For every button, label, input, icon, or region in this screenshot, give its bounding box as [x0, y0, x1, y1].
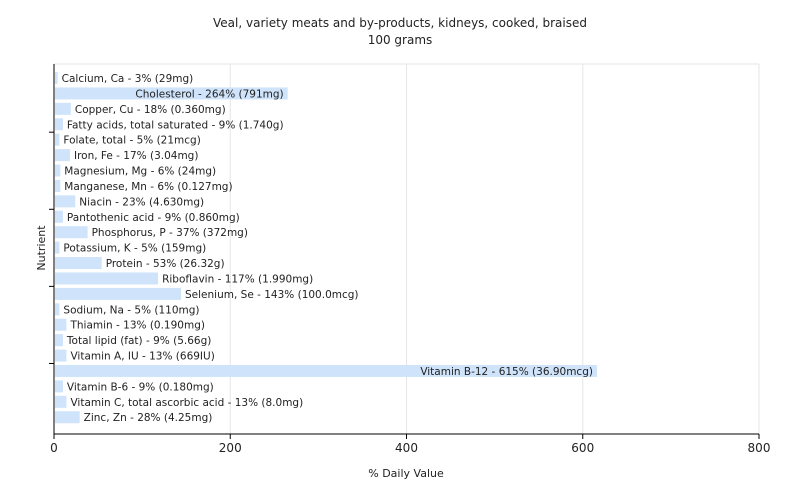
bar-label: Magnesium, Mg - 6% (24mg)	[64, 166, 216, 178]
bar	[55, 226, 88, 239]
axes-group: 0 200 400 600 800	[49, 64, 770, 455]
bar	[55, 195, 76, 208]
bar-label: Vitamin B-12 - 615% (36.90mcg)	[420, 366, 593, 378]
bar	[55, 272, 159, 285]
bar	[55, 179, 61, 192]
bar	[55, 395, 67, 408]
bar-label: Potassium, K - 5% (159mg)	[63, 243, 206, 255]
bar	[55, 118, 63, 131]
bar	[55, 287, 182, 300]
bar	[55, 87, 288, 100]
bar	[55, 349, 67, 362]
bar	[55, 149, 70, 162]
bar-label: Cholesterol - 264% (791mg)	[135, 88, 283, 100]
bar-label: Calcium, Ca - 3% (29mg)	[62, 73, 194, 85]
x-tick-label: 0	[50, 441, 58, 455]
bar-label: Vitamin A, IU - 13% (669IU)	[70, 351, 214, 363]
bar-label: Copper, Cu - 18% (0.360mg)	[75, 104, 226, 116]
x-axis-label: % Daily Value	[368, 467, 444, 480]
bar-label: Total lipid (fat) - 9% (5.66g)	[66, 335, 211, 347]
bar	[55, 334, 63, 347]
bar-label: Thiamin - 13% (0.190mg)	[69, 320, 205, 332]
bar-label: Zinc, Zn - 28% (4.25mg)	[84, 412, 213, 424]
x-tick-label: 600	[571, 441, 594, 455]
bar-label: Pantothenic acid - 9% (0.860mg)	[67, 212, 240, 224]
chart-title: Veal, variety meats and by-products, kid…	[213, 16, 587, 30]
bar	[55, 133, 60, 146]
bar-label: Niacin - 23% (4.630mg)	[79, 196, 204, 208]
bar	[55, 210, 63, 223]
bar-label: Protein - 53% (26.32g)	[106, 258, 225, 270]
bar	[55, 364, 597, 377]
y-axis-label: Nutrient	[35, 225, 48, 271]
bar-label: Iron, Fe - 17% (3.04mg)	[74, 150, 198, 162]
bar	[55, 318, 67, 331]
bar	[55, 102, 71, 115]
bar	[55, 303, 60, 316]
bar-label: Fatty acids, total saturated - 9% (1.740…	[67, 119, 284, 131]
bar	[55, 380, 63, 393]
bar-label: Selenium, Se - 143% (100.0mcg)	[185, 289, 358, 301]
bar-label: Vitamin C, total ascorbic acid - 13% (8.…	[70, 397, 303, 409]
bar	[55, 72, 58, 84]
bar	[55, 164, 61, 177]
bar-label: Folate, total - 5% (21mcg)	[63, 135, 200, 147]
bars-group: Calcium, Ca - 3% (29mg) Cholesterol - 264…	[55, 72, 597, 424]
bar-label: Vitamin B-6 - 9% (0.180mg)	[67, 381, 214, 393]
bar-label: Sodium, Na - 5% (110mg)	[63, 304, 199, 316]
bar-label: Manganese, Mn - 6% (0.127mg)	[64, 181, 232, 193]
bar-label: Riboflavin - 117% (1.990mg)	[162, 273, 313, 285]
bar	[55, 257, 102, 270]
bar	[55, 241, 60, 254]
chart-subtitle: 100 grams	[368, 33, 433, 47]
x-tick-label: 200	[219, 441, 242, 455]
x-tick-label: 800	[748, 441, 771, 455]
bar-label: Phosphorus, P - 37% (372mg)	[92, 227, 248, 239]
x-tick-label: 400	[395, 441, 418, 455]
bar	[55, 411, 80, 424]
